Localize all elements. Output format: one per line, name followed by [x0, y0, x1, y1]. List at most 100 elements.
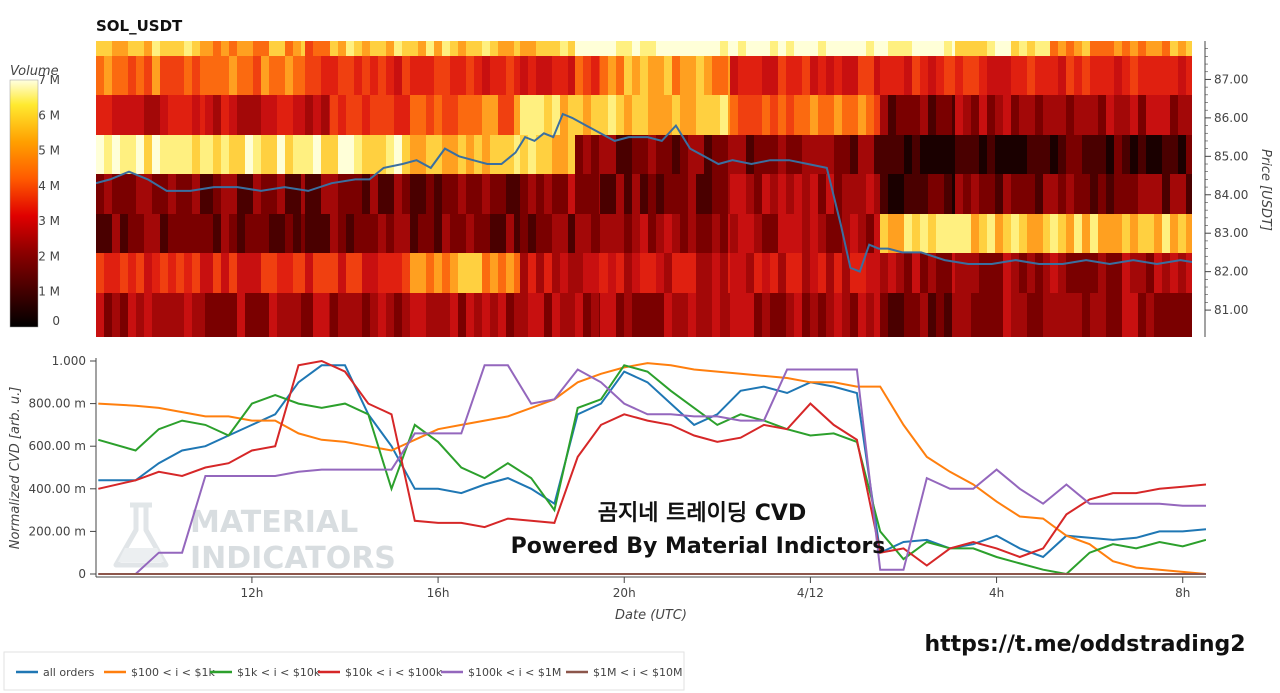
heatmap-cell: [591, 293, 600, 337]
heatmap-cell: [754, 253, 763, 294]
heatmap-cell: [305, 214, 314, 254]
heatmap-cell: [1138, 293, 1147, 337]
heatmap-cell: [688, 95, 697, 136]
heatmap-cell: [338, 41, 347, 57]
heatmap-cell: [1098, 293, 1107, 337]
heatmap-cell: [1162, 293, 1171, 337]
heatmap-cell: [144, 41, 153, 57]
heatmap-cell: [575, 174, 584, 215]
heatmap-cell: [778, 56, 787, 96]
heatmap-cell: [536, 214, 545, 254]
heatmap-cell: [583, 56, 592, 96]
heatmap-cell: [1027, 174, 1036, 215]
heatmap-cell: [656, 293, 665, 337]
heatmap-cell: [904, 174, 913, 215]
heatmap-cell: [1035, 56, 1044, 96]
heatmap-cell: [834, 214, 843, 254]
heatmap-cell: [704, 41, 713, 57]
heatmap-cell: [192, 214, 201, 254]
heatmap-cell: [338, 214, 347, 254]
heatmap-cell: [880, 253, 889, 294]
heatmap-cell: [688, 135, 697, 175]
heatmap-cell: [329, 253, 331, 294]
heatmap-cell: [842, 135, 851, 175]
heatmap-cell: [1027, 293, 1036, 337]
heatmap-cell: [152, 95, 161, 136]
heatmap-cell: [277, 174, 286, 215]
heatmap-cell: [728, 56, 731, 96]
heatmap-cell: [321, 253, 330, 294]
heatmap-cell: [568, 214, 576, 254]
heatmap-cell: [544, 253, 553, 294]
heatmap-cell: [245, 174, 254, 215]
heatmap-cell: [329, 56, 331, 96]
heatmap-cell: [321, 56, 330, 96]
heatmap-cell: [346, 293, 355, 337]
cvd-panel: MATERIAL INDICATORS 0 200.00 m 400.00 m 600…: [8, 354, 1206, 623]
heatmap-cell: [944, 174, 953, 215]
heatmap-cell: [575, 56, 584, 96]
heatmap-cell: [184, 174, 193, 215]
heatmap-cell: [912, 135, 921, 175]
heatmap-cell: [229, 41, 238, 57]
heatmap-cell: [680, 214, 689, 254]
heatmap-cell: [450, 293, 459, 337]
heatmap-cell: [128, 56, 137, 96]
heatmap-cell: [858, 135, 867, 175]
heatmap-cell: [616, 253, 625, 294]
heatmap-cell: [269, 95, 278, 136]
heatmap-cell: [536, 41, 545, 57]
heatmap-cell: [301, 174, 306, 215]
heatmap-cell: [313, 56, 322, 96]
heatmap-cell: [330, 95, 339, 136]
heatmap-cell: [1106, 253, 1115, 294]
legend-item-label: $10k < i < $100k: [345, 666, 443, 679]
heatmap-cell: [616, 293, 625, 337]
heatmap-cell: [880, 214, 889, 254]
heatmap-cell: [418, 293, 427, 337]
heatmap-cell: [696, 41, 705, 57]
heatmap-cell: [152, 214, 161, 254]
heatmap-cell: [1178, 174, 1187, 215]
colorbar: Volume 0 1 M 2 M 3 M 4 M 5 M 6 M 7 M: [9, 64, 60, 328]
heatmap-cell: [520, 135, 529, 175]
heatmap-cell: [794, 56, 803, 96]
heatmap-cell: [656, 56, 665, 96]
heatmap-cell: [810, 214, 819, 254]
heatmap-cell: [346, 253, 355, 294]
heatmap-cell: [1146, 214, 1155, 254]
heatmap-cell: [680, 56, 689, 96]
heatmap-cell: [746, 293, 755, 337]
heatmap-cell: [834, 41, 843, 57]
heatmap-cell: [229, 293, 238, 337]
heatmap-cell: [648, 253, 657, 294]
heatmap-cell: [1106, 95, 1115, 136]
heatmap-cell: [458, 253, 467, 294]
heatmap-cell: [442, 214, 451, 254]
heatmap-cell: [616, 214, 625, 254]
heatmap-cell: [599, 95, 601, 136]
heatmap-cell: [955, 56, 964, 96]
heatmap-cell: [144, 174, 153, 215]
heatmap-cell: [600, 253, 609, 294]
heatmap-cell: [632, 41, 641, 57]
heatmap-cell: [936, 253, 945, 294]
heatmap-cell: [1050, 293, 1059, 337]
heatmap-cell: [120, 253, 129, 294]
price-line: [96, 112, 1192, 273]
heatmap-cell: [482, 293, 491, 337]
price-tick-label: 83.00: [1214, 226, 1248, 240]
heatmap-cell: [474, 135, 483, 175]
heatmap-cell: [583, 174, 592, 215]
heatmap-cell: [778, 135, 787, 175]
heatmap-cell: [329, 293, 331, 337]
heatmap-cell: [354, 41, 363, 57]
heatmap-cell: [696, 56, 705, 96]
heatmap-cell: [850, 293, 859, 337]
heatmap-cell: [1098, 174, 1107, 215]
heatmap-cell: [434, 41, 443, 57]
heatmap-cell: [842, 56, 851, 96]
heatmap-cell: [730, 56, 739, 96]
heatmap-cell: [1050, 135, 1059, 175]
heatmap-cell: [794, 293, 803, 337]
